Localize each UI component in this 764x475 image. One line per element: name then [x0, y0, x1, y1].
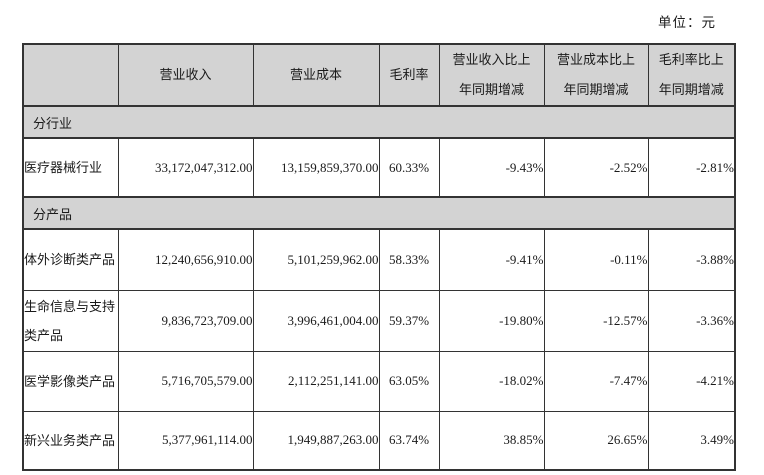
revenue-value: 5,716,705,579.00	[117, 350, 254, 412]
header-cell-empty	[22, 43, 119, 107]
revenue-yoy-value: -18.02%	[438, 350, 545, 412]
cost-value: 3,996,461,004.00	[252, 289, 380, 352]
margin-yoy-value: -3.88%	[647, 228, 736, 291]
header-cell-revenue: 营业收入	[117, 43, 254, 107]
row-label: 医学影像类产品	[22, 350, 119, 412]
header-cell-revenue-yoy: 营业收入比上年同期增减	[438, 43, 545, 107]
gross-margin-value: 59.37%	[378, 289, 440, 352]
cost-yoy-value: -0.11%	[543, 228, 649, 291]
header-cell-gross-margin: 毛利率	[378, 43, 440, 107]
section-label: 分行业	[22, 105, 736, 139]
unit-label: 单位：元	[658, 15, 716, 30]
gross-margin-value: 63.74%	[378, 410, 440, 471]
gross-margin-value: 60.33%	[378, 137, 440, 198]
section-row-by-industry: 分行业	[22, 105, 736, 139]
cost-yoy-value: -2.52%	[543, 137, 649, 198]
revenue-value: 9,836,723,709.00	[117, 289, 254, 352]
header-cell-cost: 营业成本	[252, 43, 380, 107]
table-row-medical-imaging: 医学影像类产品 5,716,705,579.00 2,112,251,141.0…	[22, 350, 736, 412]
cost-yoy-value: -7.47%	[543, 350, 649, 412]
margin-yoy-value: -3.36%	[647, 289, 736, 352]
revenue-yoy-value: -19.80%	[438, 289, 545, 352]
revenue-value: 12,240,656,910.00	[117, 228, 254, 291]
row-label: 新兴业务类产品	[22, 410, 119, 471]
revenue-yoy-value: -9.41%	[438, 228, 545, 291]
section-label: 分产品	[22, 196, 736, 230]
margin-yoy-value: -2.81%	[647, 137, 736, 198]
cost-yoy-value: 26.65%	[543, 410, 649, 471]
cost-value: 1,949,887,263.00	[252, 410, 380, 471]
gross-margin-value: 58.33%	[378, 228, 440, 291]
row-label: 体外诊断类产品	[22, 228, 119, 291]
table-row-medical-devices: 医疗器械行业 33,172,047,312.00 13,159,859,370.…	[22, 137, 736, 198]
margin-yoy-value: -4.21%	[647, 350, 736, 412]
cost-value: 13,159,859,370.00	[252, 137, 380, 198]
revenue-value: 5,377,961,114.00	[117, 410, 254, 471]
revenue-yoy-value: 38.85%	[438, 410, 545, 471]
cost-yoy-value: -12.57%	[543, 289, 649, 352]
margin-yoy-value: 3.49%	[647, 410, 736, 471]
gross-margin-value: 63.05%	[378, 350, 440, 412]
table-header-row: 营业收入 营业成本 毛利率 营业收入比上年同期增减 营业成本比上年同期增减 毛利…	[22, 43, 736, 107]
cost-value: 2,112,251,141.00	[252, 350, 380, 412]
section-row-by-product: 分产品	[22, 196, 736, 230]
segment-financial-table: 营业收入 营业成本 毛利率 营业收入比上年同期增减 营业成本比上年同期增减 毛利…	[22, 43, 736, 471]
table-row-ivd-products: 体外诊断类产品 12,240,656,910.00 5,101,259,962.…	[22, 228, 736, 291]
table-row-emerging-business: 新兴业务类产品 5,377,961,114.00 1,949,887,263.0…	[22, 410, 736, 471]
row-label: 生命信息与支持类产品	[22, 289, 119, 352]
header-cell-cost-yoy: 营业成本比上年同期增减	[543, 43, 649, 107]
table-row-patient-monitoring: 生命信息与支持类产品 9,836,723,709.00 3,996,461,00…	[22, 289, 736, 352]
revenue-value: 33,172,047,312.00	[117, 137, 254, 198]
row-label: 医疗器械行业	[22, 137, 119, 198]
revenue-yoy-value: -9.43%	[438, 137, 545, 198]
header-cell-margin-yoy: 毛利率比上年同期增减	[647, 43, 736, 107]
cost-value: 5,101,259,962.00	[252, 228, 380, 291]
